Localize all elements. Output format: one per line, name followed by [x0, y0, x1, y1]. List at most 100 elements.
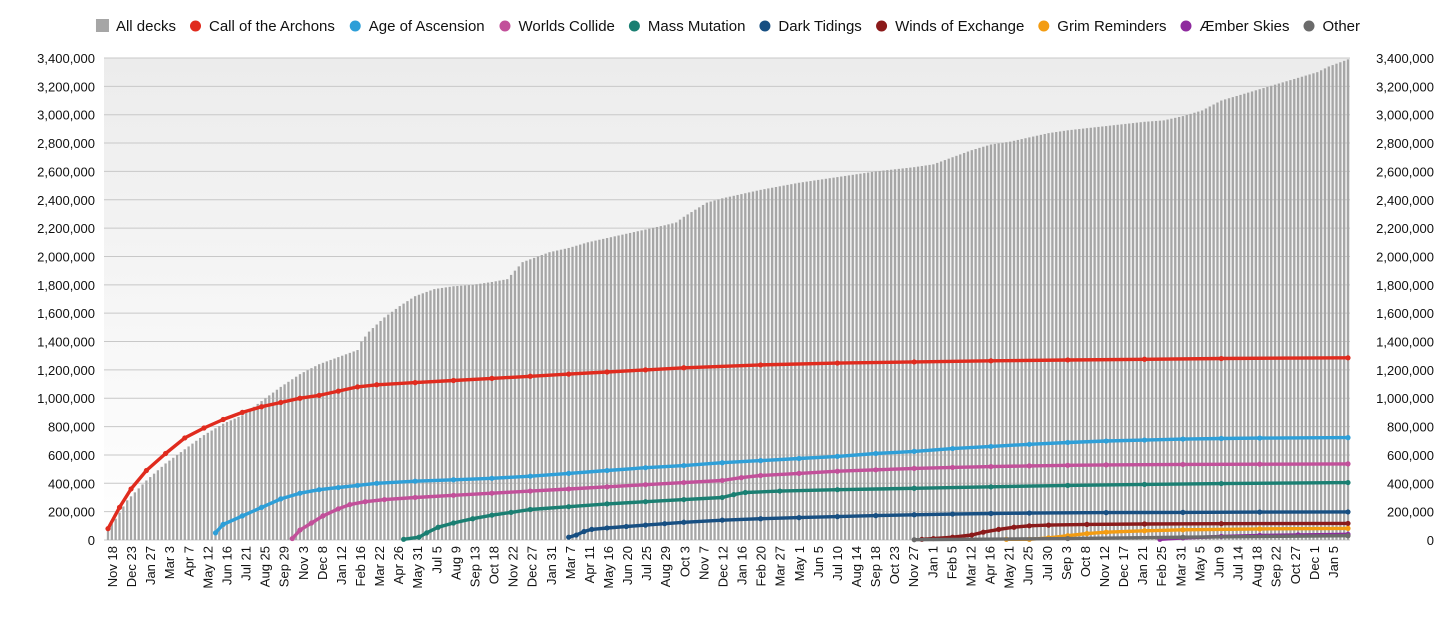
y-tick-label-left: 800,000	[48, 420, 95, 435]
series-point-worlds-collide	[642, 482, 649, 488]
all-decks-bar	[1154, 120, 1158, 540]
legend-marker	[876, 20, 888, 32]
series-point-age-of-ascension	[1141, 437, 1148, 443]
all-decks-bar	[548, 252, 551, 540]
series-point-winds-of-exchange	[1141, 521, 1148, 527]
series-point-age-of-ascension	[239, 513, 245, 519]
legend-marker	[1038, 20, 1050, 32]
legend-label: Winds of Exchange	[895, 18, 1024, 35]
series-point-age-of-ascension	[1257, 435, 1263, 441]
x-tick-label: Sep 18	[868, 546, 883, 587]
all-decks-bar	[410, 298, 413, 540]
all-decks-bar	[701, 204, 705, 540]
all-decks-bar	[1020, 139, 1023, 540]
all-decks-bar	[851, 174, 854, 540]
legend-marker	[190, 20, 202, 32]
all-decks-bar	[448, 286, 451, 540]
x-tick-label: Mar 7	[563, 546, 578, 579]
y-tick-label-right: 1,600,000	[1376, 306, 1434, 321]
x-tick-label: Sep 22	[1269, 546, 1284, 587]
series-point-mass-mutation	[988, 484, 994, 490]
series-point-worlds-collide	[362, 499, 368, 505]
all-decks-bar	[498, 280, 501, 540]
all-decks-bar	[206, 432, 209, 540]
series-point-worlds-collide	[412, 494, 418, 501]
all-decks-bar	[694, 209, 697, 540]
all-decks-bar	[1016, 139, 1019, 540]
all-decks-bar	[1070, 129, 1073, 541]
all-decks-bar	[636, 231, 639, 541]
all-decks-bar	[686, 214, 689, 540]
all-decks-bar	[398, 306, 401, 540]
series-point-age-of-ascension	[374, 480, 380, 486]
all-decks-bar	[932, 164, 935, 540]
series-point-call-of-the-archons	[354, 384, 361, 390]
all-decks-bar	[705, 202, 709, 540]
all-decks-bar	[893, 169, 897, 541]
series-point-worlds-collide	[681, 479, 687, 486]
legend-item-mber-skies: Æmber Skies	[1180, 18, 1290, 35]
legend-label: Æmber Skies	[1199, 18, 1289, 35]
all-decks-bar	[506, 279, 509, 540]
all-decks-bar	[314, 366, 317, 540]
series-point-grim-reminders	[1141, 528, 1148, 534]
x-tick-label: Oct 23	[887, 546, 902, 584]
series-point-mass-mutation	[719, 494, 725, 501]
all-decks-bar	[1212, 104, 1215, 540]
y-tick-label-right: 2,400,000	[1376, 193, 1434, 208]
all-decks-bar	[145, 480, 148, 540]
x-tick-label: Jul 5	[429, 546, 444, 573]
all-decks-bar	[886, 170, 889, 541]
all-decks-bar	[586, 242, 590, 540]
all-decks-bar	[947, 158, 950, 540]
series-point-winds-of-exchange	[1026, 523, 1032, 529]
series-point-dark-tidings	[758, 516, 764, 522]
x-tick-label: Dec 8	[315, 546, 330, 580]
series-point-worlds-collide	[988, 463, 994, 470]
y-tick-label-left: 400,000	[48, 476, 95, 491]
all-decks-bar	[1009, 141, 1012, 540]
series-point-call-of-the-archons	[681, 365, 687, 371]
all-decks-bar	[517, 266, 520, 540]
all-decks-bar	[279, 386, 282, 540]
all-decks-bar	[1285, 81, 1288, 540]
all-decks-bar	[978, 147, 981, 540]
all-decks-bar	[985, 145, 989, 540]
all-decks-bar	[325, 361, 328, 540]
x-tick-label: Nov 22	[506, 546, 521, 587]
y-tick-label-right: 1,000,000	[1376, 391, 1434, 406]
all-decks-bar	[264, 398, 267, 540]
all-decks-bar	[713, 200, 716, 541]
series-point-call-of-the-archons	[297, 395, 303, 401]
series-lines	[105, 355, 1351, 543]
series-point-age-of-ascension	[796, 455, 802, 462]
series-point-mass-mutation	[508, 509, 514, 515]
all-decks-bar	[544, 253, 547, 540]
x-tick-label: Nov 12	[1097, 546, 1112, 587]
x-tick-label: Mar 31	[1173, 546, 1188, 586]
series-point-age-of-ascension	[258, 504, 265, 510]
all-decks-bar	[1254, 90, 1258, 540]
series-point-mass-mutation	[450, 520, 457, 526]
x-tick-label: Nov 3	[296, 546, 311, 580]
all-decks-bar	[291, 379, 294, 540]
all-decks-bar	[275, 389, 279, 540]
all-decks-bar	[191, 443, 194, 540]
x-tick-label: Oct 3	[677, 546, 692, 577]
all-decks-bar	[1300, 76, 1304, 540]
series-point-age-of-ascension	[604, 467, 610, 474]
all-decks-bar	[951, 157, 954, 540]
all-decks-bar	[613, 236, 616, 540]
all-decks-bar	[214, 428, 217, 540]
y-tick-label-right: 800,000	[1387, 420, 1434, 435]
all-decks-bar	[1078, 129, 1081, 541]
all-decks-bar	[1220, 100, 1223, 540]
y-tick-label-left: 3,400,000	[37, 51, 95, 66]
series-point-dark-tidings	[604, 525, 610, 531]
all-decks-bar	[882, 170, 885, 541]
all-decks-bar	[387, 314, 390, 540]
series-point-age-of-ascension	[297, 490, 303, 496]
all-decks-bar	[1281, 82, 1284, 540]
series-point-call-of-the-archons	[527, 373, 533, 379]
